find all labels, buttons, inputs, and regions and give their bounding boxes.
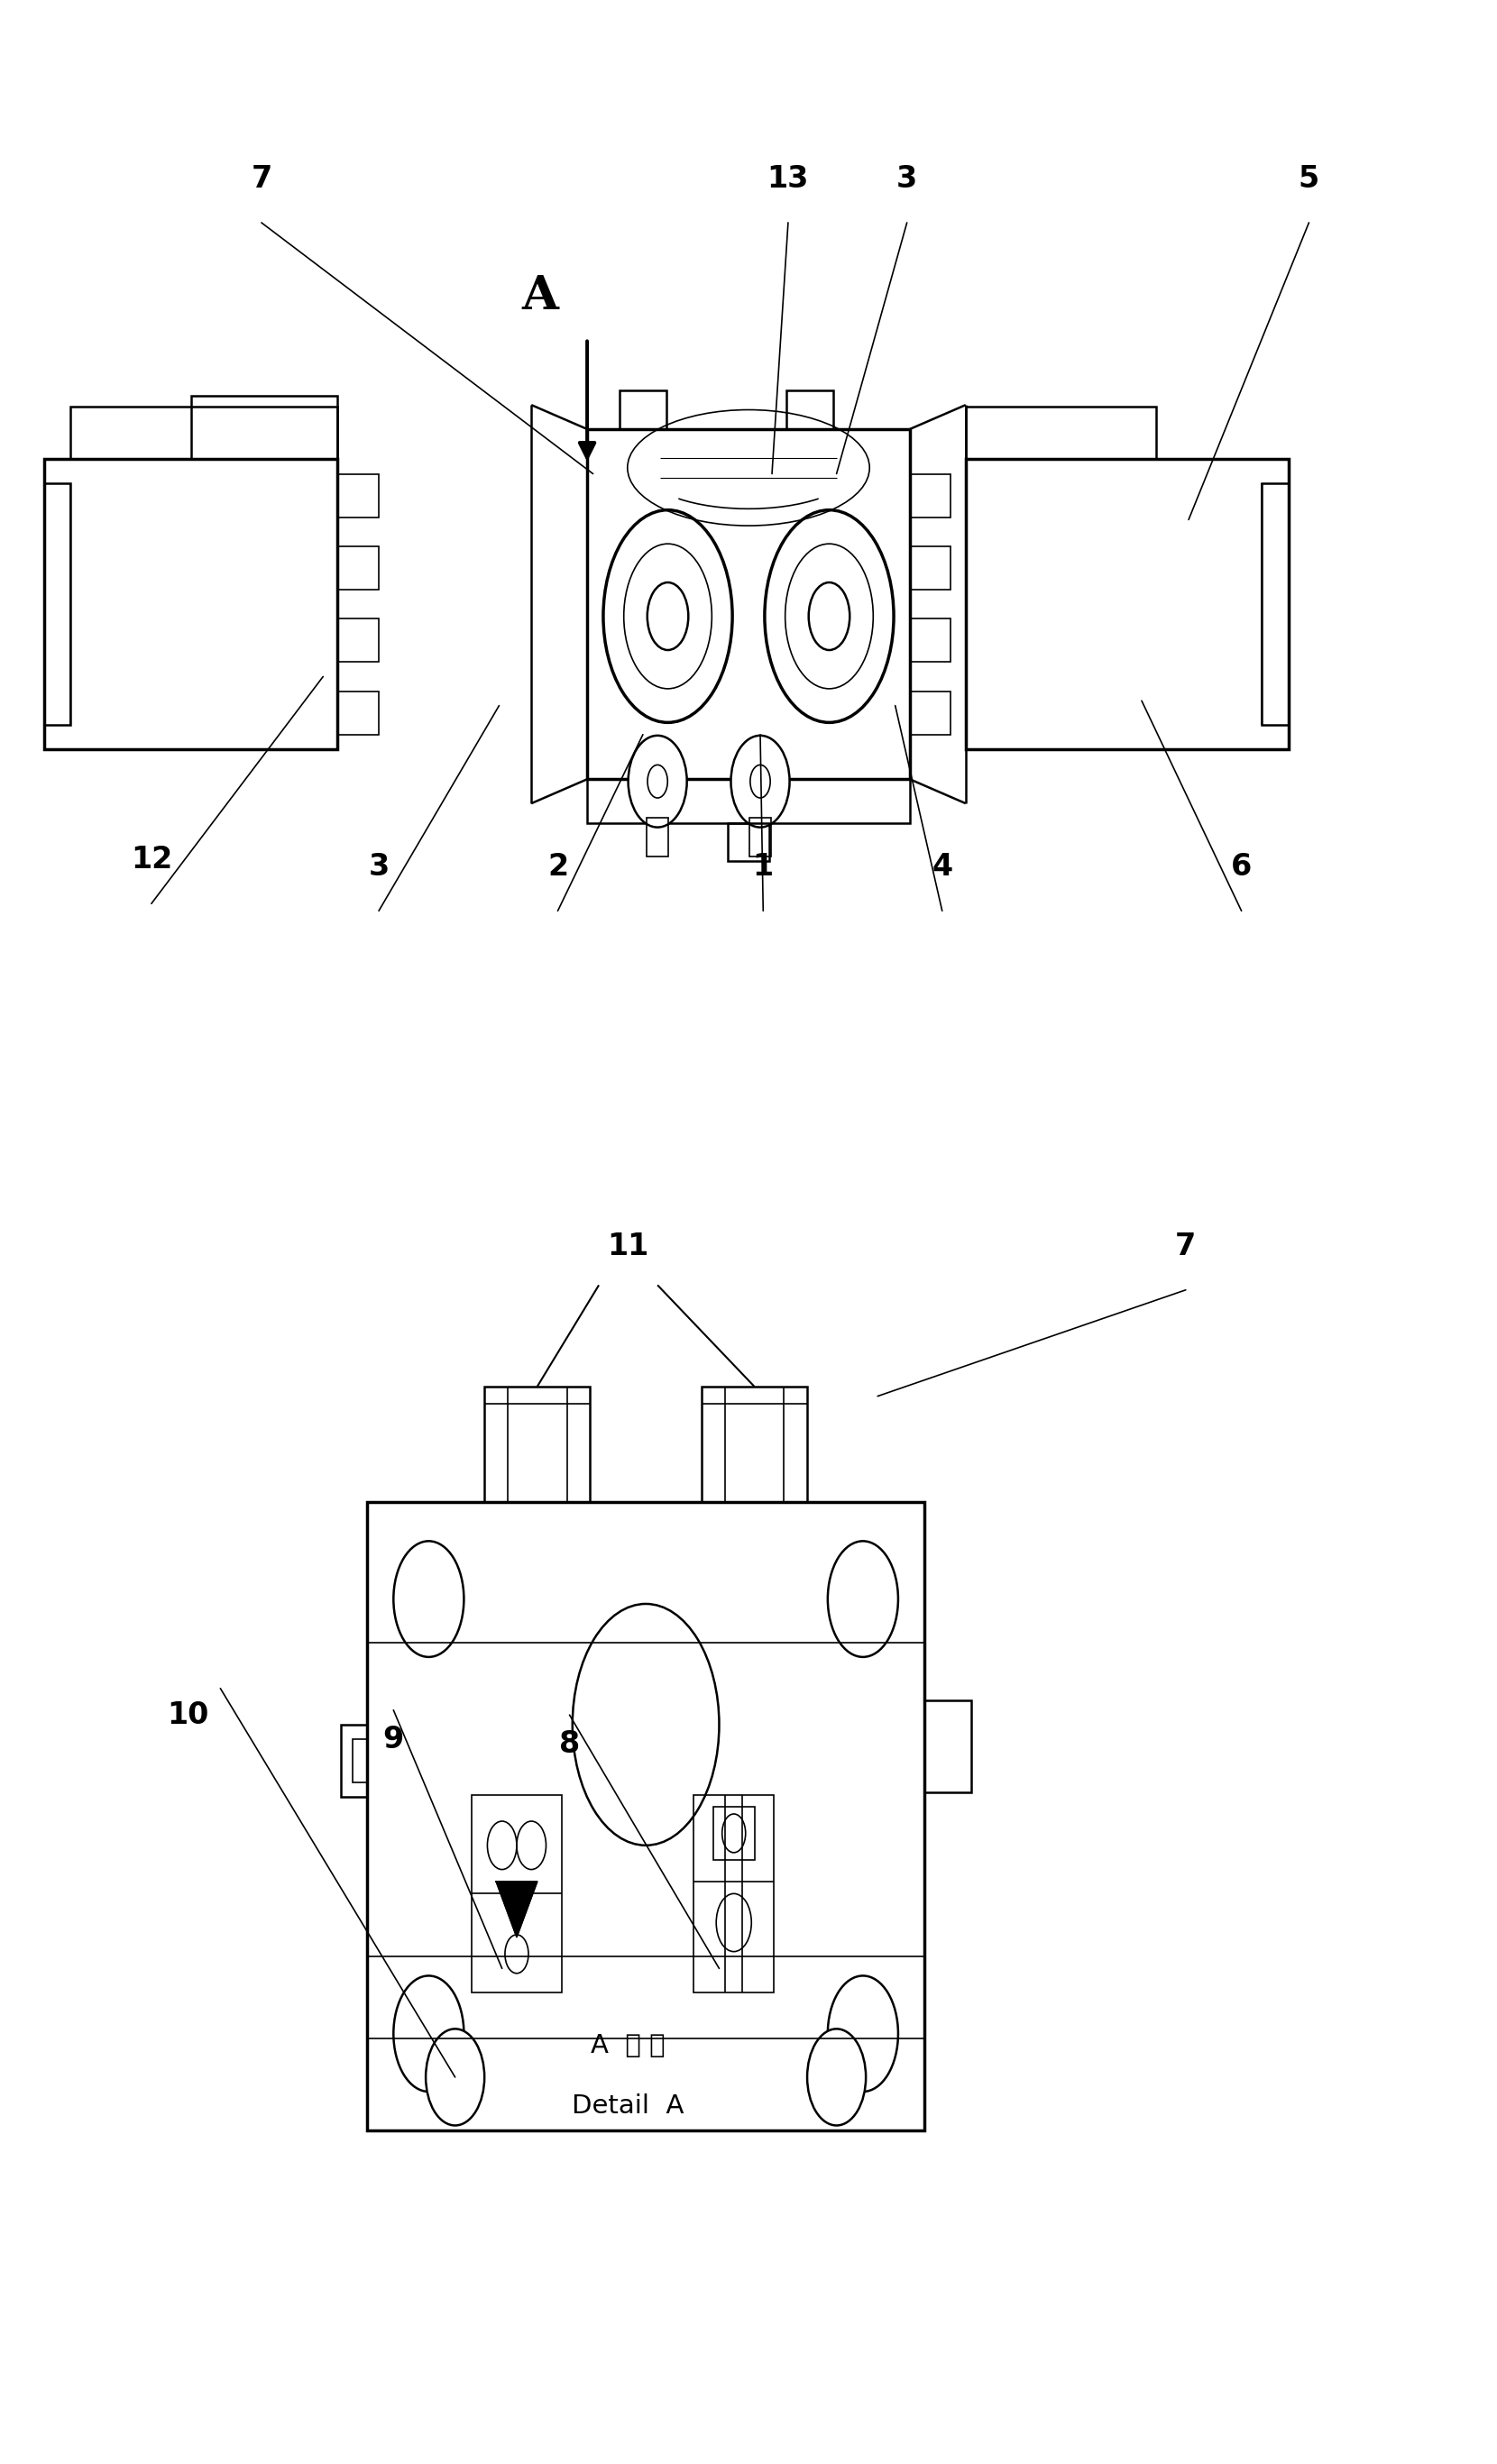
Bar xyxy=(750,818,771,857)
Text: 8: 8 xyxy=(558,1730,579,1759)
Bar xyxy=(338,547,379,589)
Circle shape xyxy=(807,2028,865,2126)
Bar xyxy=(367,1503,925,2131)
Bar xyxy=(925,1700,972,1791)
Text: 9: 9 xyxy=(383,1725,404,1754)
Bar xyxy=(910,473,951,517)
Ellipse shape xyxy=(629,737,687,828)
Bar xyxy=(693,1794,774,1993)
Circle shape xyxy=(750,764,771,798)
Text: A  詳 細: A 詳 細 xyxy=(591,2033,666,2057)
Bar xyxy=(70,407,338,458)
Bar xyxy=(341,1725,367,1796)
Bar xyxy=(338,618,379,663)
Text: 7: 7 xyxy=(251,165,272,195)
Bar xyxy=(910,618,951,663)
Circle shape xyxy=(828,1976,898,2092)
Bar xyxy=(352,1740,367,1781)
Bar xyxy=(45,483,70,724)
Text: 1: 1 xyxy=(753,853,774,882)
Bar xyxy=(485,1387,590,1503)
Bar xyxy=(647,818,668,857)
Text: 13: 13 xyxy=(766,165,808,195)
Circle shape xyxy=(808,582,850,650)
Text: 3: 3 xyxy=(368,853,389,882)
Bar xyxy=(910,547,951,589)
Text: 6: 6 xyxy=(1231,853,1251,882)
Bar xyxy=(728,823,769,862)
Circle shape xyxy=(647,582,689,650)
Text: 5: 5 xyxy=(1298,165,1319,195)
Circle shape xyxy=(648,764,668,798)
Text: 2: 2 xyxy=(548,853,569,882)
Text: Detail  A: Detail A xyxy=(572,2094,684,2119)
Ellipse shape xyxy=(731,737,789,828)
Bar xyxy=(45,458,338,749)
Circle shape xyxy=(394,1540,464,1656)
Bar xyxy=(966,458,1289,749)
Circle shape xyxy=(425,2028,485,2126)
Circle shape xyxy=(828,1540,898,1656)
Bar xyxy=(910,690,951,734)
Polygon shape xyxy=(496,1882,537,1937)
Text: 4: 4 xyxy=(931,853,952,882)
Bar xyxy=(966,407,1156,458)
Text: A: A xyxy=(522,274,558,320)
Text: 10: 10 xyxy=(168,1700,210,1730)
Bar xyxy=(1262,483,1289,724)
Bar xyxy=(338,690,379,734)
Text: 11: 11 xyxy=(608,1232,650,1262)
Bar xyxy=(472,1794,563,1993)
Circle shape xyxy=(572,1604,719,1846)
Text: 7: 7 xyxy=(1175,1232,1196,1262)
Bar xyxy=(786,389,834,429)
Text: 12: 12 xyxy=(130,845,172,875)
Circle shape xyxy=(394,1976,464,2092)
Bar xyxy=(587,779,910,823)
Bar xyxy=(620,389,666,429)
Bar xyxy=(338,473,379,517)
Bar xyxy=(192,397,338,458)
Bar xyxy=(587,429,910,779)
Text: 3: 3 xyxy=(897,165,918,195)
Bar xyxy=(713,1806,754,1860)
Bar xyxy=(702,1387,807,1503)
